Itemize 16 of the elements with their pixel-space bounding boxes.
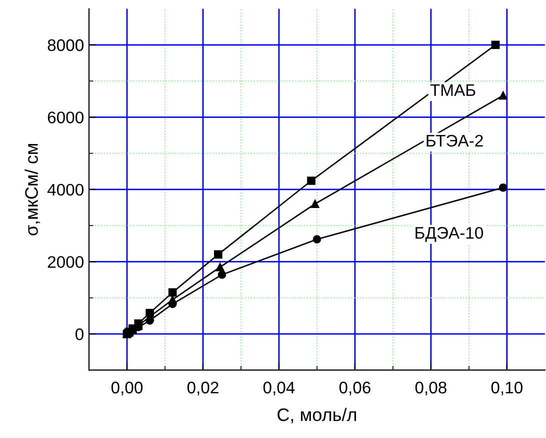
x-tick-label: 0,02 [187, 382, 218, 396]
x-axis-title: C, моль/л [278, 408, 356, 424]
y-tick-label: 0 [76, 328, 84, 340]
y-tick-label: 2000 [48, 256, 84, 268]
series-label: БДЭА-10 [416, 226, 484, 242]
x-tick-label: 0,08 [415, 382, 446, 396]
series-label: БТЭА-2 [426, 134, 483, 147]
x-tick-label: 0,04 [263, 382, 295, 396]
y-tick-label: 4000 [47, 184, 84, 196]
x-tick-label: 0,10 [491, 382, 522, 396]
y-tick-label: 6000 [48, 112, 84, 124]
y-axis-title: σ,мкСм/ см [24, 144, 40, 236]
y-tick-label: 8000 [48, 39, 84, 52]
x-tick-label: 0,06 [339, 382, 370, 396]
x-tick-label: 0,00 [111, 382, 143, 396]
series-label: ТМАБ [430, 84, 476, 96]
